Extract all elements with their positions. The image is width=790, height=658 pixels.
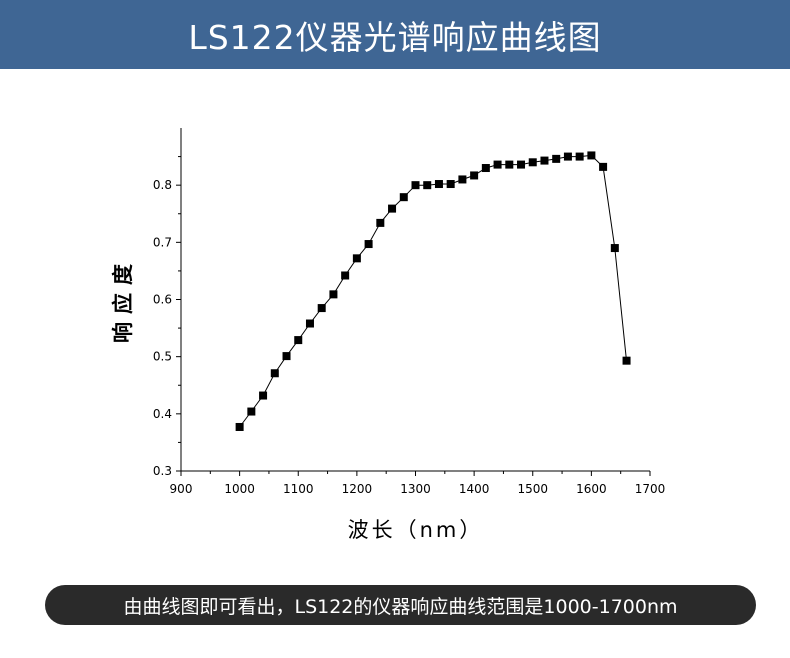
data-point — [505, 160, 514, 169]
data-point — [599, 162, 608, 171]
y-tick-label: 0.8 — [153, 178, 172, 192]
y-tick-label: 0.4 — [153, 407, 172, 421]
x-axis-label: 波长（nm） — [348, 518, 484, 542]
data-point — [446, 180, 455, 189]
data-point — [540, 156, 549, 165]
x-tick-label: 1400 — [459, 482, 490, 496]
data-point — [411, 181, 420, 190]
data-point — [470, 171, 479, 180]
data-point — [493, 160, 502, 169]
x-tick-label: 1200 — [342, 482, 373, 496]
data-point — [329, 290, 338, 299]
x-tick-label: 1100 — [283, 482, 314, 496]
data-point — [434, 180, 443, 189]
data-point — [622, 356, 631, 365]
y-axis-label: 响应度 — [111, 256, 135, 343]
y-tick-label: 0.5 — [153, 350, 172, 364]
caption-text: 由曲线图即可看出，LS122的仪器响应曲线范围是1000-1700nm — [123, 595, 678, 618]
data-point — [364, 240, 373, 249]
data-point — [317, 304, 326, 313]
x-tick-label: 1500 — [517, 482, 548, 496]
y-tick-label: 0.3 — [153, 464, 172, 478]
data-point — [305, 319, 314, 328]
data-point — [575, 152, 584, 161]
x-tick-label: 1600 — [576, 482, 607, 496]
x-tick-label: 1300 — [400, 482, 431, 496]
data-point — [294, 336, 303, 345]
data-point — [423, 181, 432, 190]
y-tick-label: 0.7 — [153, 235, 172, 249]
y-tick-label: 0.6 — [153, 293, 172, 307]
data-point — [528, 158, 537, 167]
data-point — [481, 164, 490, 173]
data-point — [376, 218, 385, 227]
x-tick-label: 1000 — [224, 482, 255, 496]
data-point — [388, 204, 397, 213]
x-tick-label: 1700 — [635, 482, 666, 496]
data-point — [610, 244, 619, 253]
data-point — [399, 193, 408, 202]
page-title: LS122仪器光谱响应曲线图 — [188, 17, 602, 57]
x-tick-label: 900 — [170, 482, 193, 496]
data-point — [563, 152, 572, 161]
spectral-response-chart: 900 1000 1100 1200 1300 1400 1500 1600 1700 0.3 0.… — [111, 128, 666, 542]
caption-banner: 由曲线图即可看出，LS122的仪器响应曲线范围是1000-1700nm — [45, 585, 756, 625]
data-point — [552, 154, 561, 163]
data-point — [247, 407, 256, 416]
data-point — [282, 352, 291, 361]
data-point — [458, 175, 467, 184]
header-banner: LS122仪器光谱响应曲线图 — [0, 0, 790, 69]
data-point — [259, 391, 268, 400]
data-point — [517, 160, 526, 169]
series-line — [239, 154, 627, 428]
data-point — [235, 422, 244, 431]
data-point — [270, 369, 279, 378]
data-point — [352, 254, 361, 263]
data-point — [587, 151, 596, 160]
data-point — [341, 271, 350, 280]
